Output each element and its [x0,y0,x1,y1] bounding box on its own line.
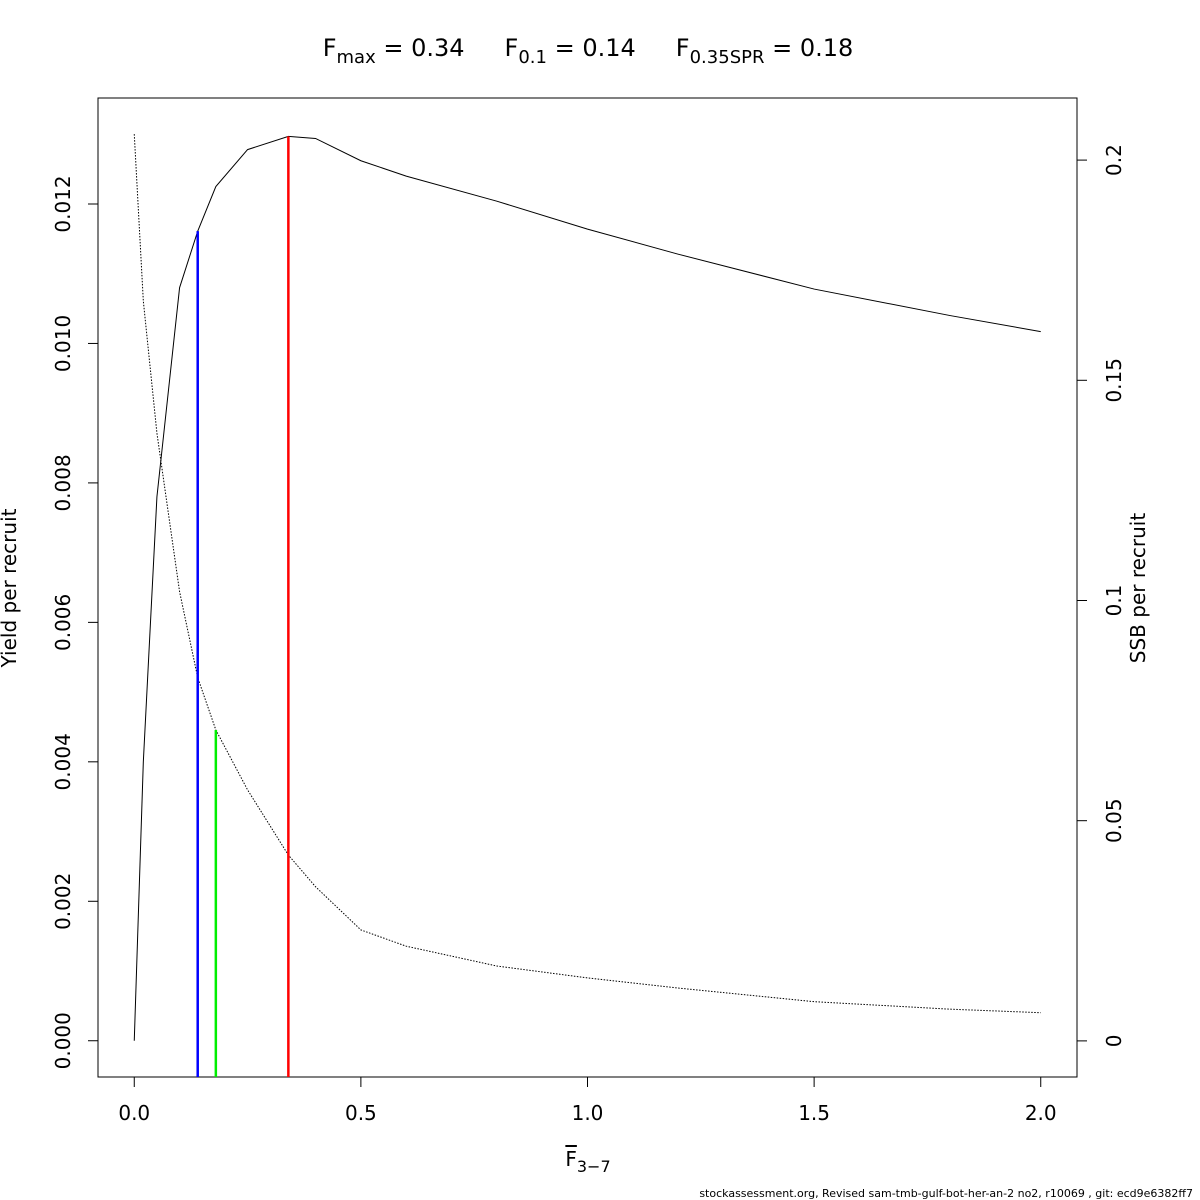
y2-tick-label: 0.15 [1102,358,1126,403]
chart-title: Fmax = 0.34 F0.1 = 0.14 F0.35SPR = 0.18 [323,34,854,68]
y2-tick-label: 0.1 [1102,585,1126,617]
y2-tick-label: 0.05 [1102,798,1126,843]
y2-tick-label: 0.2 [1102,144,1126,176]
x-tick-label: 0.5 [345,1101,377,1125]
series-line [133,134,1041,1014]
x-label-subscript: 3−7 [577,1157,611,1176]
x-tick-label: 1.5 [798,1101,830,1125]
y-tick-label: 0.006 [51,594,75,651]
title-value: = 0.18 [764,34,853,62]
title-value: = 0.14 [547,34,636,62]
y2-tick-label: 0 [1102,1035,1126,1048]
title-symbol: F [676,34,690,62]
y-tick-label: 0.012 [51,175,75,232]
x-tick-label: 2.0 [1025,1101,1057,1125]
footer: stockassessment.org, Revised sam-tmb-gul… [699,1187,1193,1200]
x-axis-label: F3−7 [565,1147,610,1176]
y2-axis-label: SSB per recruit [1126,513,1150,664]
y-tick-label: 0.000 [51,1012,75,1069]
y-tick-label: 0.004 [51,733,75,790]
x-label-symbol: F [565,1147,577,1171]
plot-frame [97,97,1078,1078]
x-tick-label: 1.0 [572,1101,604,1125]
x-tick-label: 0.0 [118,1101,150,1125]
y-tick-label: 0.010 [51,315,75,372]
title-symbol: F [505,34,519,62]
title-symbol: F [323,34,337,62]
title-subscript: max [337,47,377,68]
y-tick-label: 0.002 [51,873,75,930]
title-subscript: 0.35SPR [690,47,765,68]
series-line [133,135,1041,1041]
y-tick-label: 0.008 [51,454,75,511]
title-value: = 0.34 [376,34,465,62]
title-subscript: 0.1 [518,47,547,68]
y-axis-label: Yield per recruit [0,508,21,668]
